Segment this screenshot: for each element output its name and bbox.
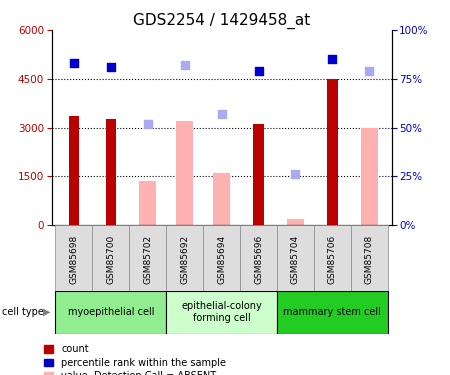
Bar — [55, 291, 166, 334]
Bar — [176, 121, 193, 225]
Text: cell type: cell type — [2, 307, 44, 317]
Bar — [166, 225, 203, 291]
Bar — [140, 181, 156, 225]
Point — [255, 68, 262, 74]
Text: epithelial-colony
forming cell: epithelial-colony forming cell — [181, 302, 262, 323]
Text: GSM85696: GSM85696 — [254, 235, 263, 284]
Text: GSM85698: GSM85698 — [69, 235, 78, 284]
Text: ▶: ▶ — [43, 307, 50, 317]
Text: GSM85700: GSM85700 — [106, 235, 115, 284]
Point — [181, 62, 188, 68]
Bar — [253, 124, 264, 225]
Text: GSM85702: GSM85702 — [143, 235, 152, 284]
Legend: count, percentile rank within the sample, value, Detection Call = ABSENT, rank, : count, percentile rank within the sample… — [42, 342, 228, 375]
Bar — [55, 225, 92, 291]
Bar — [277, 225, 314, 291]
Bar — [277, 291, 388, 334]
Point — [218, 111, 225, 117]
Bar — [129, 225, 166, 291]
Text: GSM85694: GSM85694 — [217, 235, 226, 284]
Point — [329, 56, 336, 62]
Bar — [314, 225, 351, 291]
Bar — [69, 116, 79, 225]
Text: myoepithelial cell: myoepithelial cell — [68, 307, 154, 317]
Text: GSM85708: GSM85708 — [365, 235, 374, 284]
Point — [70, 60, 77, 66]
Title: GDS2254 / 1429458_at: GDS2254 / 1429458_at — [133, 12, 310, 28]
Bar — [287, 219, 304, 225]
Text: GSM85706: GSM85706 — [328, 235, 337, 284]
Bar — [240, 225, 277, 291]
Text: GSM85692: GSM85692 — [180, 235, 189, 284]
Bar — [166, 291, 277, 334]
Bar — [106, 119, 116, 225]
Text: mammary stem cell: mammary stem cell — [284, 307, 381, 317]
Point — [292, 171, 299, 177]
Text: GSM85704: GSM85704 — [291, 235, 300, 284]
Point — [107, 64, 114, 70]
Bar — [361, 128, 378, 225]
Bar — [92, 225, 129, 291]
Point — [366, 68, 373, 74]
Bar — [213, 173, 230, 225]
Bar — [351, 225, 388, 291]
Bar — [203, 225, 240, 291]
Point — [144, 121, 151, 127]
Bar — [327, 79, 338, 225]
